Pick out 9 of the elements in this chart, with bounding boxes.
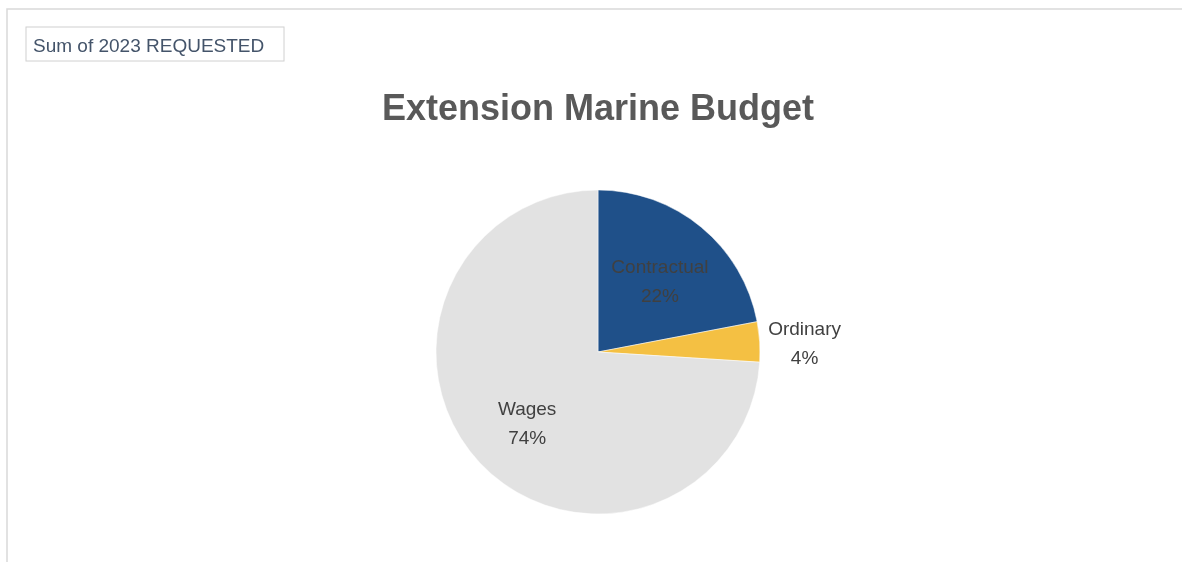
slice-label: Contractual <box>611 256 709 278</box>
data-label: 4% <box>790 347 819 368</box>
slice-label: Ordinary <box>768 318 842 339</box>
chart-title: Extension Marine Budget <box>381 87 815 128</box>
data-label: 22% <box>640 285 680 307</box>
slice-label: Wages <box>497 397 557 419</box>
text: Sum of 2023 REQUESTED <box>33 35 265 56</box>
pie-slice <box>435 189 760 515</box>
data-label: 74% <box>508 426 547 448</box>
